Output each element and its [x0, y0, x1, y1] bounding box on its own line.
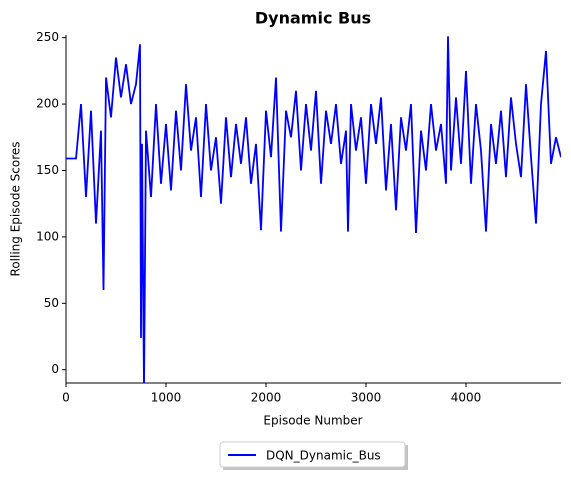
x-tick-label: 4000: [451, 391, 482, 405]
chart-title: Dynamic Bus: [255, 9, 371, 28]
y-tick-label: 250: [36, 30, 59, 44]
y-tick-label: 200: [36, 97, 59, 111]
y-tick-label: 0: [51, 362, 59, 376]
x-axis-label: Episode Number: [263, 414, 362, 428]
legend-box: [219, 441, 406, 468]
y-axis-label: Rolling Episode Scores: [9, 142, 23, 277]
x-tick-label: 0: [62, 391, 70, 405]
x-tick-label: 3000: [351, 391, 382, 405]
x-tick-label: 1000: [151, 391, 182, 405]
legend-label: DQN_Dynamic_Bus: [266, 449, 381, 463]
y-tick-label: 50: [44, 296, 59, 310]
line-series: [66, 36, 561, 383]
y-tick-label: 150: [36, 163, 59, 177]
y-tick-label: 100: [36, 229, 59, 243]
x-tick-label: 2000: [251, 391, 282, 405]
